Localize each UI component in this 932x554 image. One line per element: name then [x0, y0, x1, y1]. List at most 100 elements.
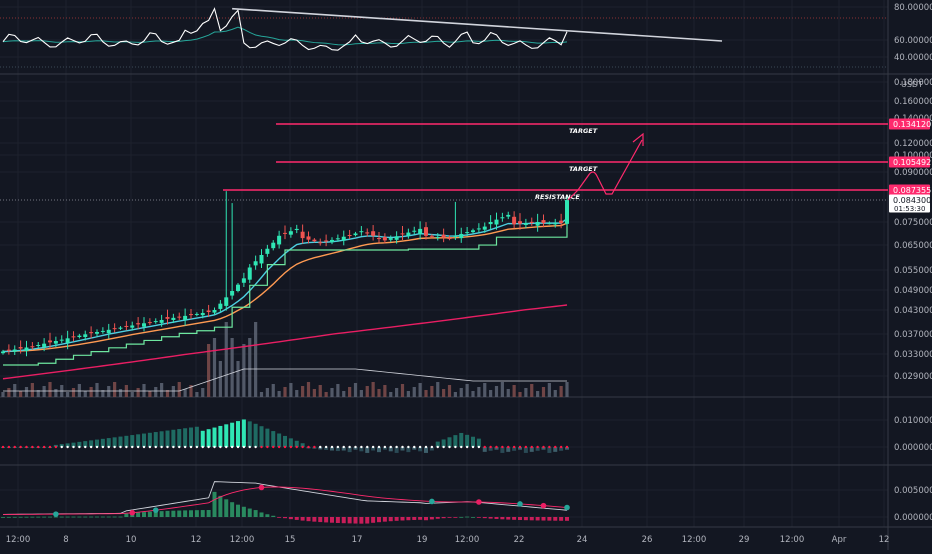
macd-tick-label: 0.005000	[894, 486, 932, 496]
macd-hist-bar	[206, 509, 211, 517]
candle-body	[412, 230, 417, 232]
candle-body	[241, 278, 246, 283]
macd-hist-bar	[224, 499, 229, 517]
time-axis[interactable]: 12:00 8 10 12 12:00 15 17 19 12:00 22 24 26 12:00 29 1…	[6, 535, 890, 545]
target-levels: TARGET TARGET RESISTANCE	[223, 123, 888, 201]
zero-dot	[295, 445, 298, 449]
histogram-bar	[112, 437, 117, 447]
price-tick-label: 0.043000	[894, 306, 932, 316]
zero-dot	[89, 445, 93, 449]
candle-body	[518, 221, 522, 224]
histogram-bar	[200, 430, 205, 447]
zero-dot	[383, 445, 387, 449]
zero-dot	[1, 445, 5, 449]
volume-bar	[154, 387, 158, 397]
volume-bar	[224, 322, 228, 397]
candle-body	[59, 339, 64, 341]
cross-marker	[152, 507, 159, 513]
zero-dot	[512, 445, 516, 449]
hist-tick-label: 0.000000	[894, 443, 932, 453]
price-tick-label: 0.029000	[894, 372, 932, 382]
trailing-stop-line	[3, 219, 568, 366]
volume-bar	[113, 382, 117, 397]
histogram-bar	[183, 428, 188, 447]
zero-dot	[395, 445, 398, 449]
macd-hist-bar	[77, 516, 82, 518]
level-label: TARGET	[569, 165, 598, 173]
macd-hist-bar	[441, 517, 446, 519]
histogram-bar	[365, 447, 370, 453]
volume-bar	[230, 338, 234, 397]
macd-hist-bar	[512, 517, 517, 520]
volume-bar	[148, 391, 152, 397]
cross-marker	[540, 502, 547, 509]
price-tick-label: 0.120000	[894, 139, 932, 149]
macd-hist-bar	[136, 512, 141, 517]
price-tick-label: 0.180000	[894, 78, 932, 88]
volume-bar	[353, 383, 358, 397]
volume-bar	[518, 392, 522, 397]
volume-bar	[136, 388, 140, 397]
candle-body	[541, 220, 546, 224]
histogram-bar	[494, 447, 499, 450]
zero-dot	[360, 445, 363, 449]
candle-body	[189, 314, 193, 316]
macd-hist-bar	[95, 516, 99, 518]
candle-body	[512, 216, 517, 225]
candle-body	[12, 349, 17, 352]
volume-bar	[383, 385, 387, 397]
macd-hist-bar	[288, 517, 293, 520]
time-tick-label: 17	[352, 535, 363, 545]
quote-unit-label: USDT	[901, 80, 923, 89]
histogram-bar	[335, 447, 340, 452]
histogram-bar	[89, 440, 94, 447]
zero-dot	[536, 445, 539, 449]
rsi-ma-line	[2, 26, 568, 46]
candle-body	[459, 233, 464, 239]
macd-panel	[1, 481, 570, 524]
zero-dot	[178, 445, 181, 449]
candle-body	[341, 236, 346, 241]
volume-bar	[559, 386, 563, 397]
macd-hist-bar	[65, 516, 70, 518]
volume-bar	[348, 387, 352, 397]
volume-bar	[541, 387, 546, 397]
volume-bar	[83, 391, 87, 397]
macd-hist-bar	[312, 517, 317, 522]
volume-bar	[271, 384, 275, 397]
volume-bar	[289, 383, 293, 397]
candle-body	[523, 223, 528, 225]
macd-hist-bar	[24, 516, 29, 518]
macd-hist-bar	[330, 517, 334, 523]
zero-dot	[95, 445, 99, 449]
histogram-bar	[124, 435, 129, 447]
macd-hist-bar	[1, 517, 5, 518]
price-axis[interactable]: 0.1800000.1600000.1400000.1200000.100000…	[894, 78, 932, 382]
zero-dot	[559, 445, 563, 449]
macd-hist-bar	[324, 517, 329, 523]
macd-hist-bar	[142, 512, 146, 517]
histogram-bar	[424, 447, 428, 453]
projection-arrow-head	[632, 132, 644, 146]
zero-dot	[25, 445, 28, 449]
candle-body	[136, 323, 141, 325]
volume-bar	[342, 391, 346, 397]
candle-body	[159, 320, 164, 323]
histogram-bar	[318, 447, 323, 450]
macd-hist-bar	[447, 517, 452, 518]
volume-bar	[236, 361, 240, 397]
histogram-bar	[118, 436, 123, 447]
grid	[0, 0, 888, 527]
candle-body	[488, 222, 493, 225]
time-tick-label: 12:00	[780, 535, 805, 545]
macd-hist-bar	[241, 506, 246, 517]
volume-bar	[66, 392, 70, 397]
candle-body	[429, 235, 434, 237]
zero-dot	[54, 445, 58, 449]
volume-bar	[254, 322, 258, 397]
price-tag-countdown: 01:53:30	[894, 205, 925, 213]
candle-body	[218, 303, 223, 309]
macd-hist-bar	[535, 517, 540, 521]
candle-body	[476, 228, 481, 230]
